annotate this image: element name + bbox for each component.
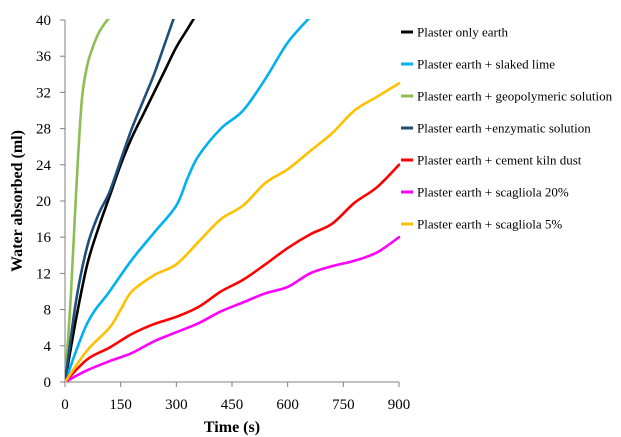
x-tick-label: 750 [332,397,355,413]
x-tick-label: 900 [388,397,411,413]
y-tick-label: 4 [44,339,52,355]
legend-label-5: Plaster earth + cement kiln dust [417,153,582,168]
x-axis-title: Time (s) [204,419,260,436]
series-line-7 [65,82,401,383]
x-tick-label: 300 [165,397,188,413]
legend-label-7: Plaster earth + scagliola 5% [417,217,562,232]
x-tick-label: 600 [276,397,299,413]
y-tick-label: 8 [44,303,52,319]
y-tick-label: 24 [36,158,52,174]
series-line-6 [65,235,401,383]
y-tick-label: 40 [36,13,51,29]
y-tick-label: 0 [44,375,52,391]
legend: Plaster only earth Plaster earth + slaked… [401,25,613,232]
series-line-2 [65,19,311,383]
legend-label-3: Plaster earth + geopolymeric solution [417,89,613,104]
y-tick-label: 16 [36,230,52,246]
y-tick-label: 20 [36,194,51,210]
series-line-1 [65,19,196,383]
series-line-3 [65,19,110,383]
x-tick-label: 450 [221,397,244,413]
series-line-5 [65,163,401,383]
legend-label-4: Plaster earth +enzymatic solution [417,121,591,136]
axes: 0 4 8 12 16 20 24 28 32 36 40 0 150 300 450 600 750 900 [36,13,410,413]
legend-label-2: Plaster earth + slaked lime [417,57,555,72]
x-tick-label: 150 [109,397,132,413]
y-axis-title: Water absorbed (ml) [9,130,26,272]
legend-label-6: Plaster earth + scagliola 20% [417,185,569,200]
series-layer [65,19,401,383]
y-tick-label: 32 [36,85,51,101]
y-tick-label: 36 [36,49,52,65]
y-tick-label: 28 [36,122,51,138]
y-tick-label: 12 [36,266,51,282]
x-tick-label: 0 [61,397,69,413]
series-line-4 [65,19,175,383]
legend-label-1: Plaster only earth [417,25,508,40]
